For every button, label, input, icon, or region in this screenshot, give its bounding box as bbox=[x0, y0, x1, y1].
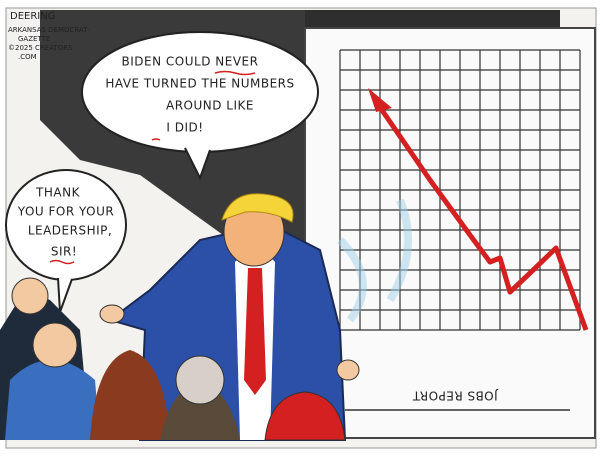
emphasis-underline bbox=[49, 259, 75, 265]
signature: GAZETTE bbox=[18, 35, 50, 43]
bubble-line: SIR! bbox=[51, 245, 77, 259]
backdrop-shadow bbox=[305, 10, 560, 30]
bubble-tail bbox=[184, 147, 211, 181]
signature: ARKANSAS DEMOCRAT- bbox=[8, 26, 90, 34]
red-trend-line bbox=[372, 98, 589, 331]
bubble-line: LEADERSHIP, bbox=[28, 224, 112, 238]
crowd-person bbox=[90, 350, 170, 440]
signature: DEERING bbox=[10, 11, 55, 22]
board-label: JOBS REPORT bbox=[412, 389, 499, 403]
bubble-line: AROUND LIKE bbox=[166, 99, 254, 113]
bubble-line: THANK bbox=[35, 186, 81, 200]
figure-hair bbox=[221, 193, 294, 223]
signature: ©2025 CREATORS bbox=[8, 44, 73, 52]
crowd-head bbox=[175, 355, 225, 405]
emphasis-underline bbox=[151, 70, 256, 141]
signature: .COM bbox=[18, 53, 37, 61]
crayon-shading bbox=[337, 198, 412, 323]
bubble-line: BIDEN COULD NEVER bbox=[122, 55, 259, 69]
figure-hand bbox=[99, 304, 125, 324]
bubble-line: HAVE TURNED THE NUMBERS bbox=[105, 77, 294, 91]
figure-suit bbox=[107, 231, 347, 441]
crowd-person bbox=[5, 360, 100, 440]
red-arrowhead bbox=[368, 88, 392, 112]
red-cap bbox=[264, 391, 346, 441]
crowd-person bbox=[160, 380, 240, 440]
crowd-head bbox=[11, 277, 49, 315]
figure-hand bbox=[336, 359, 360, 381]
bubble-line: YOU FOR YOUR bbox=[17, 205, 114, 219]
figure-tie bbox=[244, 268, 266, 395]
bubble-line: I DID! bbox=[166, 121, 203, 135]
crowd-head bbox=[32, 322, 78, 368]
